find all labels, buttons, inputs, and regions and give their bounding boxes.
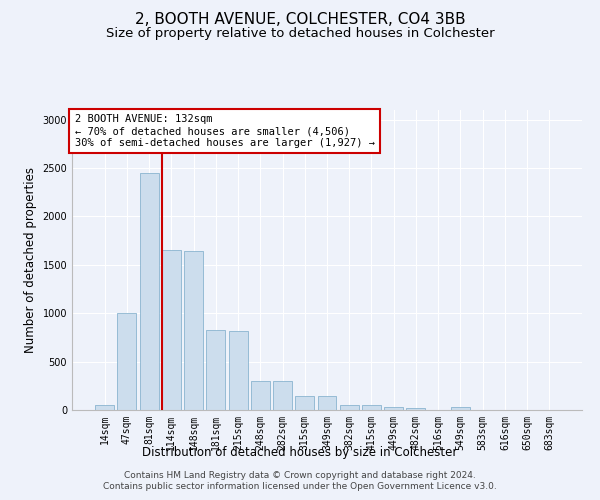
- Bar: [184, 252, 203, 410]
- Bar: [362, 405, 381, 410]
- Bar: [384, 407, 403, 410]
- Bar: [229, 330, 248, 410]
- Text: 2, BOOTH AVENUE, COLCHESTER, CO4 3BB: 2, BOOTH AVENUE, COLCHESTER, CO4 3BB: [134, 12, 466, 28]
- Text: Contains public sector information licensed under the Open Government Licence v3: Contains public sector information licen…: [103, 482, 497, 491]
- Y-axis label: Number of detached properties: Number of detached properties: [24, 167, 37, 353]
- Bar: [118, 313, 136, 410]
- Text: Size of property relative to detached houses in Colchester: Size of property relative to detached ho…: [106, 28, 494, 40]
- Bar: [140, 173, 158, 410]
- Text: Distribution of detached houses by size in Colchester: Distribution of detached houses by size …: [142, 446, 458, 459]
- Bar: [273, 382, 292, 410]
- Text: Contains HM Land Registry data © Crown copyright and database right 2024.: Contains HM Land Registry data © Crown c…: [124, 471, 476, 480]
- Text: 2 BOOTH AVENUE: 132sqm
← 70% of detached houses are smaller (4,506)
30% of semi-: 2 BOOTH AVENUE: 132sqm ← 70% of detached…: [74, 114, 374, 148]
- Bar: [251, 381, 270, 410]
- Bar: [451, 407, 470, 410]
- Bar: [317, 396, 337, 410]
- Bar: [206, 330, 225, 410]
- Bar: [406, 408, 425, 410]
- Bar: [95, 404, 114, 410]
- Bar: [295, 396, 314, 410]
- Bar: [162, 250, 181, 410]
- Bar: [340, 404, 359, 410]
